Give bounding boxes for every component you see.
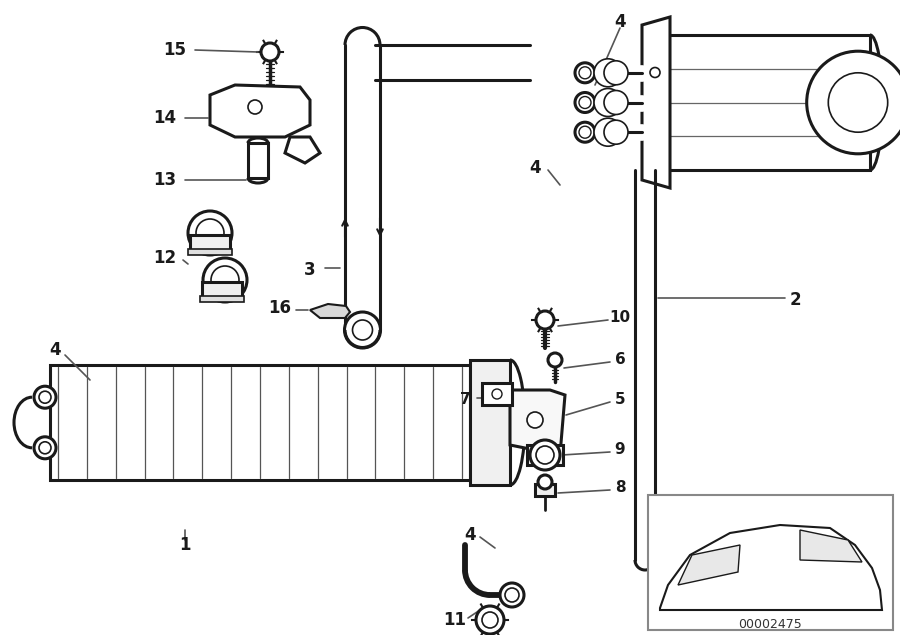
Text: 16: 16 <box>268 299 292 317</box>
Text: 00002475: 00002475 <box>738 618 802 631</box>
Circle shape <box>476 606 504 634</box>
Circle shape <box>500 583 524 607</box>
Bar <box>482 383 512 405</box>
Polygon shape <box>678 545 740 585</box>
Polygon shape <box>660 525 882 610</box>
Circle shape <box>838 600 858 620</box>
Circle shape <box>687 592 723 628</box>
Bar <box>527 445 563 465</box>
Circle shape <box>211 266 239 294</box>
Text: 4: 4 <box>464 526 476 544</box>
Circle shape <box>594 118 622 146</box>
Circle shape <box>527 412 543 428</box>
Circle shape <box>353 320 373 340</box>
Bar <box>648 495 893 630</box>
Circle shape <box>536 311 554 329</box>
Circle shape <box>538 475 552 489</box>
Bar <box>202 282 242 300</box>
Polygon shape <box>210 85 310 137</box>
Circle shape <box>530 440 560 470</box>
Circle shape <box>575 63 595 83</box>
Polygon shape <box>285 137 320 163</box>
Text: 8: 8 <box>615 481 626 495</box>
Circle shape <box>579 126 591 138</box>
Text: 14: 14 <box>153 109 176 127</box>
Text: 4: 4 <box>50 341 61 359</box>
Text: 13: 13 <box>153 171 176 189</box>
Polygon shape <box>800 530 862 562</box>
Polygon shape <box>510 390 565 455</box>
Text: 9: 9 <box>615 443 626 457</box>
Text: 15: 15 <box>164 41 186 59</box>
Bar <box>535 484 555 496</box>
Text: 7: 7 <box>460 392 471 408</box>
Circle shape <box>34 386 56 408</box>
Circle shape <box>196 219 224 247</box>
Circle shape <box>261 43 279 61</box>
Circle shape <box>604 61 628 85</box>
Circle shape <box>505 588 519 602</box>
Bar <box>248 143 268 178</box>
Circle shape <box>575 122 595 142</box>
Circle shape <box>604 91 628 114</box>
Text: 2: 2 <box>789 291 801 309</box>
Circle shape <box>695 600 715 620</box>
Circle shape <box>575 93 595 112</box>
Circle shape <box>248 100 262 114</box>
Circle shape <box>345 312 381 348</box>
Text: 3: 3 <box>304 261 316 279</box>
Circle shape <box>604 120 628 144</box>
Text: 1: 1 <box>179 536 191 554</box>
Circle shape <box>39 391 51 403</box>
Circle shape <box>536 446 554 464</box>
Circle shape <box>492 389 502 399</box>
Bar <box>200 296 244 302</box>
Circle shape <box>579 97 591 109</box>
Circle shape <box>34 437 56 459</box>
Circle shape <box>203 258 247 302</box>
Circle shape <box>806 51 900 154</box>
Text: 4: 4 <box>614 13 626 31</box>
Circle shape <box>188 211 232 255</box>
Bar <box>50 365 470 480</box>
Text: 12: 12 <box>153 249 176 267</box>
Bar <box>650 35 870 170</box>
Bar <box>188 249 232 255</box>
Circle shape <box>482 612 498 628</box>
Text: 11: 11 <box>444 611 466 629</box>
Text: 4: 4 <box>529 159 541 177</box>
Circle shape <box>594 59 622 87</box>
Text: 5: 5 <box>615 392 626 408</box>
Circle shape <box>548 353 562 367</box>
Polygon shape <box>642 17 670 188</box>
Circle shape <box>830 592 866 628</box>
Bar <box>190 235 230 253</box>
Circle shape <box>594 88 622 116</box>
Text: 6: 6 <box>615 352 626 368</box>
Circle shape <box>828 73 887 132</box>
Text: 10: 10 <box>609 311 631 326</box>
Circle shape <box>39 442 51 454</box>
Circle shape <box>650 67 660 77</box>
Bar <box>470 360 510 485</box>
Circle shape <box>579 67 591 79</box>
Circle shape <box>746 551 774 579</box>
Polygon shape <box>310 304 350 318</box>
